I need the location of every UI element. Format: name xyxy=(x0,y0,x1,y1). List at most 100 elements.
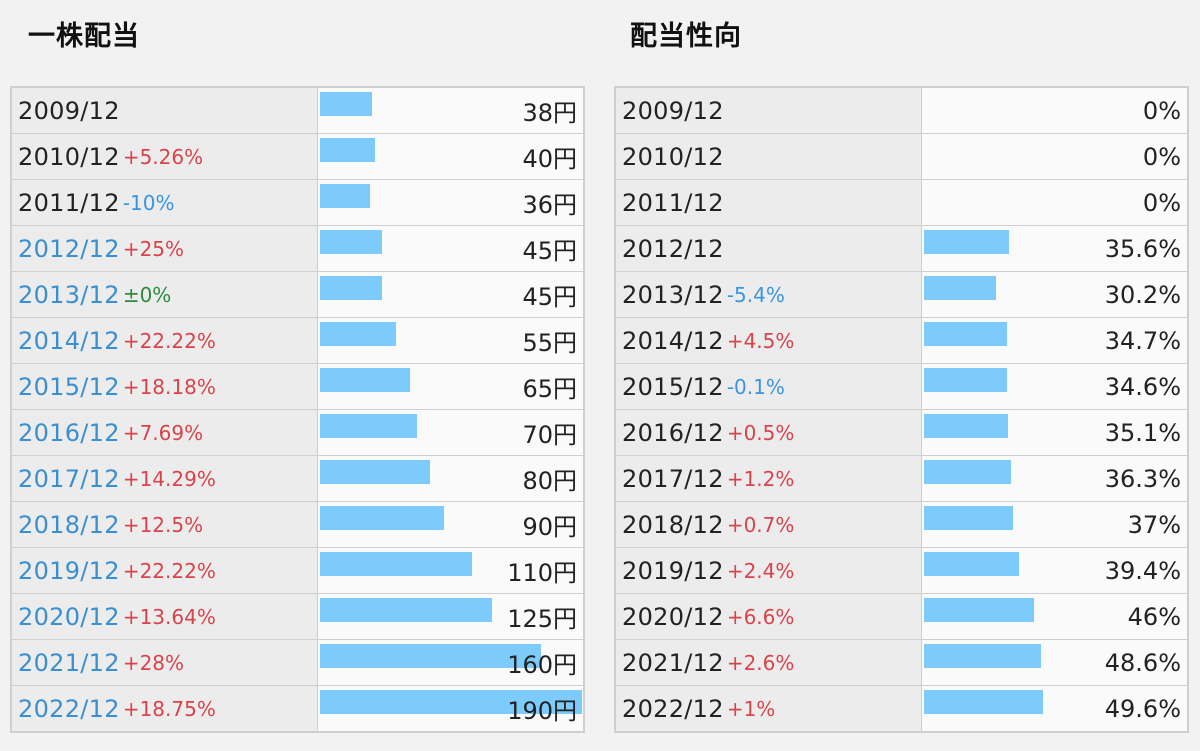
value-cell: 35.1% xyxy=(922,410,1187,455)
period-cell: 2021/12 +2.6% xyxy=(616,640,922,685)
table-row: 2020/12 +6.6% 46% xyxy=(616,594,1187,640)
value-bar xyxy=(320,460,430,484)
value-label: 70円 xyxy=(522,421,577,449)
table-row: 2019/12 +2.4% 39.4% xyxy=(616,548,1187,594)
period-cell: 2015/12 +18.18% xyxy=(12,364,318,409)
change-rate: -0.1% xyxy=(726,374,785,399)
value-bar xyxy=(924,460,1011,484)
period-cell: 2014/12 +22.22% xyxy=(12,318,318,363)
value-cell: 36.3% xyxy=(922,456,1187,501)
period-cell: 2016/12 +0.5% xyxy=(616,410,922,455)
table-row: 2014/12 +22.22% 55円 xyxy=(12,318,583,364)
value-label: 46% xyxy=(1127,602,1181,631)
value-label: 36.3% xyxy=(1104,464,1181,493)
table-row: 2014/12 +4.5% 34.7% xyxy=(616,318,1187,364)
value-label: 37% xyxy=(1127,510,1181,539)
value-bar xyxy=(320,92,372,116)
change-rate: +22.22% xyxy=(122,328,216,353)
table-row: 2011/12 -10% 36円 xyxy=(12,180,583,226)
value-label: 110円 xyxy=(507,559,577,587)
period-label: 2014/12 xyxy=(622,326,724,355)
period-cell: 2015/12 -0.1% xyxy=(616,364,922,409)
table-row: 2010/12 0% xyxy=(616,134,1187,180)
period-link[interactable]: 2012/12 xyxy=(18,234,120,263)
period-label: 2019/12 xyxy=(622,556,724,585)
value-label: 49.6% xyxy=(1104,694,1181,723)
value-bar xyxy=(320,138,375,162)
period-link[interactable]: 2019/12 xyxy=(18,556,120,585)
period-link[interactable]: 2014/12 xyxy=(18,326,120,355)
period-cell: 2016/12 +7.69% xyxy=(12,410,318,455)
value-cell: 39.4% xyxy=(922,548,1187,593)
value-cell: 90円 xyxy=(318,502,583,547)
value-cell: 36円 xyxy=(318,180,583,225)
value-label: 55円 xyxy=(522,329,577,357)
table-row: 2016/12 +7.69% 70円 xyxy=(12,410,583,456)
value-label: 38円 xyxy=(522,99,577,127)
value-label: 40円 xyxy=(522,145,577,173)
value-bar xyxy=(320,230,382,254)
change-rate: +1.2% xyxy=(726,466,795,491)
value-bar xyxy=(924,230,1009,254)
period-label: 2020/12 xyxy=(622,602,724,631)
value-bar xyxy=(924,690,1043,714)
value-cell: 46% xyxy=(922,594,1187,639)
dividend-per-share-table: 2009/12 38円 2010/12 +5.26% 40円 2011/12 -10% 36円… xyxy=(10,86,585,733)
period-cell: 2009/12 xyxy=(616,88,922,133)
period-cell: 2022/12 +18.75% xyxy=(12,686,318,731)
value-cell: 0% xyxy=(922,134,1187,179)
period-label: 2012/12 xyxy=(622,234,724,263)
period-cell: 2018/12 +12.5% xyxy=(12,502,318,547)
value-label: 160円 xyxy=(507,651,577,679)
value-cell: 70円 xyxy=(318,410,583,455)
change-rate: ±0% xyxy=(122,282,172,307)
period-cell: 2009/12 xyxy=(12,88,318,133)
period-label: 2011/12 xyxy=(622,188,724,217)
period-label: 2016/12 xyxy=(622,418,724,447)
value-cell: 35.6% xyxy=(922,226,1187,271)
period-cell: 2017/12 +1.2% xyxy=(616,456,922,501)
value-bar xyxy=(320,414,417,438)
change-rate: -10% xyxy=(122,190,175,215)
value-bar xyxy=(924,552,1019,576)
value-cell: 55円 xyxy=(318,318,583,363)
change-rate: +0.5% xyxy=(726,420,795,445)
period-label: 2022/12 xyxy=(622,694,724,723)
period-link[interactable]: 2021/12 xyxy=(18,648,120,677)
period-link[interactable]: 2013/12 xyxy=(18,280,120,309)
period-cell: 2011/12 -10% xyxy=(12,180,318,225)
value-label: 190円 xyxy=(507,697,577,725)
table-row: 2009/12 0% xyxy=(616,88,1187,134)
value-cell: 0% xyxy=(922,88,1187,133)
period-cell: 2021/12 +28% xyxy=(12,640,318,685)
period-link[interactable]: 2016/12 xyxy=(18,418,120,447)
period-cell: 2014/12 +4.5% xyxy=(616,318,922,363)
value-label: 0% xyxy=(1142,188,1181,217)
change-rate: +5.26% xyxy=(122,144,204,169)
payout-ratio-table: 2009/12 0% 2010/12 0% 2011/12 0% 2012/12 35.6% 2… xyxy=(614,86,1189,733)
period-link[interactable]: 2022/12 xyxy=(18,694,120,723)
period-link[interactable]: 2020/12 xyxy=(18,602,120,631)
period-cell: 2018/12 +0.7% xyxy=(616,502,922,547)
payout-ratio-title: 配当性向 xyxy=(630,21,742,52)
period-cell: 2019/12 +2.4% xyxy=(616,548,922,593)
period-cell: 2011/12 xyxy=(616,180,922,225)
period-link[interactable]: 2015/12 xyxy=(18,372,120,401)
period-cell: 2012/12 xyxy=(616,226,922,271)
table-row: 2015/12 -0.1% 34.6% xyxy=(616,364,1187,410)
value-cell: 49.6% xyxy=(922,686,1187,731)
table-row: 2021/12 +2.6% 48.6% xyxy=(616,640,1187,686)
period-link[interactable]: 2018/12 xyxy=(18,510,120,539)
change-rate: -5.4% xyxy=(726,282,785,307)
period-cell: 2020/12 +6.6% xyxy=(616,594,922,639)
value-label: 48.6% xyxy=(1104,648,1181,677)
change-rate: +18.75% xyxy=(122,696,216,721)
change-rate: +6.6% xyxy=(726,604,795,629)
period-cell: 2010/12 +5.26% xyxy=(12,134,318,179)
table-row: 2013/12 ±0% 45円 xyxy=(12,272,583,318)
period-cell: 2013/12 ±0% xyxy=(12,272,318,317)
value-cell: 34.7% xyxy=(922,318,1187,363)
change-rate: +2.4% xyxy=(726,558,795,583)
period-link[interactable]: 2017/12 xyxy=(18,464,120,493)
period-label: 2009/12 xyxy=(622,96,724,125)
